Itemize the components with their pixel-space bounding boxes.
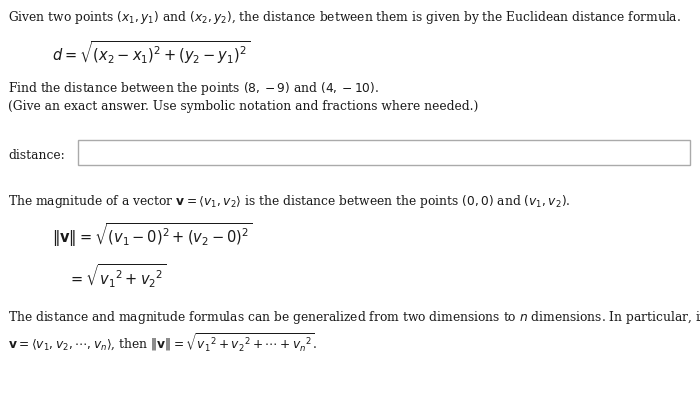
Text: $= \sqrt{{v_1}^2 + {v_2}^2}$: $= \sqrt{{v_1}^2 + {v_2}^2}$: [68, 262, 167, 289]
Text: $\mathbf{v} = \langle v_1, v_2, \cdots, v_n \rangle$, then $\|\mathbf{v}\| = \sq: $\mathbf{v} = \langle v_1, v_2, \cdots, …: [8, 330, 318, 352]
Text: Find the distance between the points $(8, -9)$ and $(4, -10)$.: Find the distance between the points $(8…: [8, 79, 379, 96]
Text: (Give an exact answer. Use symbolic notation and fractions where needed.): (Give an exact answer. Use symbolic nota…: [8, 100, 479, 113]
Text: distance:: distance:: [8, 148, 65, 161]
Text: $\|\mathbf{v}\| = \sqrt{(v_1 - 0)^2 + (v_2 - 0)^2}$: $\|\mathbf{v}\| = \sqrt{(v_1 - 0)^2 + (v…: [52, 221, 253, 249]
Text: The distance and magnitude formulas can be generalized from two dimensions to $n: The distance and magnitude formulas can …: [8, 308, 700, 325]
Text: Given two points $(x_1, y_1)$ and $(x_2, y_2)$, the distance between them is giv: Given two points $(x_1, y_1)$ and $(x_2,…: [8, 9, 681, 26]
Text: The magnitude of a vector $\mathbf{v} = \langle v_1, v_2 \rangle$ is the distanc: The magnitude of a vector $\mathbf{v} = …: [8, 193, 571, 210]
Text: $d = \sqrt{(x_2 - x_1)^2 + (y_2 - y_1)^2}$: $d = \sqrt{(x_2 - x_1)^2 + (y_2 - y_1)^2…: [52, 40, 251, 66]
FancyBboxPatch shape: [78, 141, 690, 165]
